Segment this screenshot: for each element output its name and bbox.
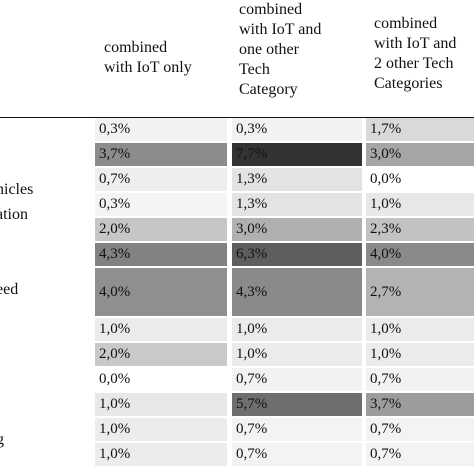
table-cell: 1,0% bbox=[366, 343, 474, 366]
column-header-iot-one-other: combined with IoT and one other Tech Categor… bbox=[239, 1, 322, 98]
table-cell: 4,3% bbox=[95, 243, 227, 266]
table-cell: 1,0% bbox=[232, 318, 362, 341]
table-cell: 3,7% bbox=[95, 143, 227, 166]
table-cell: 2,3% bbox=[366, 218, 474, 241]
table-cell: 3,0% bbox=[232, 218, 362, 241]
table-cell: 0,7% bbox=[366, 368, 474, 391]
table-cell: 3,0% bbox=[366, 143, 474, 166]
table-cell: 1,0% bbox=[95, 418, 227, 441]
table-cell: 0,7% bbox=[95, 168, 227, 191]
table-cell: 2,0% bbox=[95, 343, 227, 366]
table-cell: 6,3% bbox=[232, 243, 362, 266]
row-label: nicles bbox=[0, 181, 34, 198]
table-cell: 3,7% bbox=[366, 393, 474, 416]
row-label: g bbox=[0, 431, 4, 448]
table-cell: 0,7% bbox=[232, 418, 362, 441]
table-cell: 4,3% bbox=[232, 268, 362, 316]
header-divider bbox=[0, 117, 474, 118]
table-cell: 1,0% bbox=[95, 318, 227, 341]
table-cell: 2,0% bbox=[95, 218, 227, 241]
table-cell: 1,3% bbox=[232, 193, 362, 216]
table-cell: 0,7% bbox=[232, 368, 362, 391]
table-cell: 1,0% bbox=[366, 318, 474, 341]
table-cell: 1,0% bbox=[95, 443, 227, 466]
table-cell: 1,3% bbox=[232, 168, 362, 191]
table-cell: 5,7% bbox=[232, 393, 362, 416]
table-cell: 7,7% bbox=[232, 143, 362, 166]
table-cell: 1,7% bbox=[366, 118, 474, 141]
column-header-iot-two-other: combined with IoT and 2 other Tech Categori… bbox=[374, 15, 457, 92]
table-cell: 1,0% bbox=[95, 393, 227, 416]
table-cell: 1,0% bbox=[232, 343, 362, 366]
table-cell: 0,3% bbox=[232, 118, 362, 141]
table-cell: 0,0% bbox=[366, 168, 474, 191]
column-header-iot-only: combined with IoT only bbox=[104, 39, 192, 76]
table-cell: 0,7% bbox=[366, 418, 474, 441]
table-cell: 0,7% bbox=[232, 443, 362, 466]
table-cell: 4,0% bbox=[95, 268, 227, 316]
table-cell: 0,3% bbox=[95, 193, 227, 216]
table-cell: 0,7% bbox=[366, 443, 474, 466]
table-cell: 4,0% bbox=[366, 243, 474, 266]
table-cell: 2,7% bbox=[366, 268, 474, 316]
table-cell: 0,3% bbox=[95, 118, 227, 141]
row-label: ation bbox=[0, 206, 28, 223]
row-label: eed bbox=[0, 281, 19, 298]
table-cell: 0,0% bbox=[95, 368, 227, 391]
table-cell: 1,0% bbox=[366, 193, 474, 216]
